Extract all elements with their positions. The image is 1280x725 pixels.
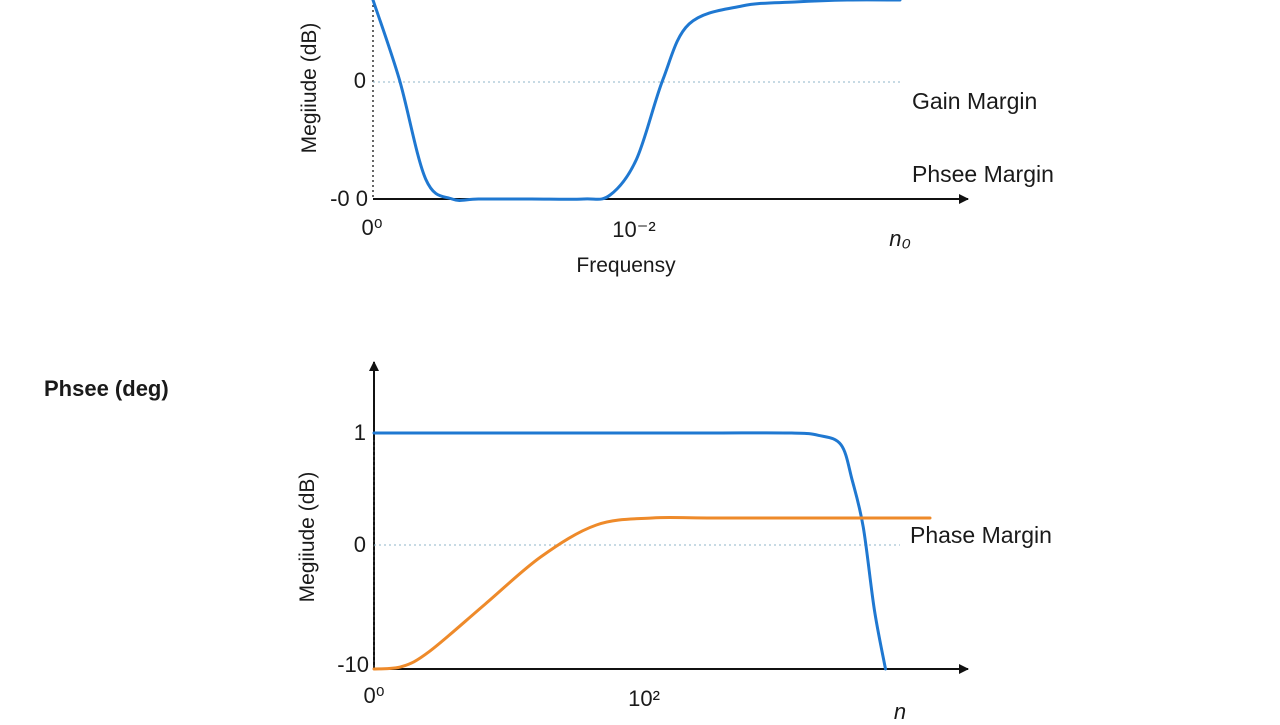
magnitude-chart: Megiiude (dB) 0 -0 0 0⁰ 10⁻² n₀ Frequens… bbox=[298, 0, 1054, 277]
bottom-x-tick-1: 10² bbox=[628, 686, 660, 711]
figure-heading: Phsee (deg) bbox=[44, 376, 169, 401]
bottom-annotation-phase-margin: Phase Margin bbox=[910, 522, 1052, 548]
top-x-axis-label: Frequensy bbox=[576, 254, 676, 277]
top-x-tick-2: n₀ bbox=[889, 226, 911, 251]
top-series-line-0 bbox=[371, 0, 902, 202]
bottom-x-tick-2: n bbox=[894, 699, 906, 720]
top-annotation-phase-margin: Phsee Margin bbox=[912, 161, 1054, 187]
bottom-series-line-0 bbox=[372, 431, 887, 671]
top-annotation-gain-margin: Gain Margin bbox=[912, 88, 1037, 114]
phase-chart: Megiiude (dB) 1 0 -10 0⁰ 10² n Phase Mar… bbox=[296, 361, 1052, 724]
bottom-series-group bbox=[372, 431, 932, 671]
bottom-y-tick-2: -10 bbox=[337, 652, 369, 677]
top-x-tick-0: 0⁰ bbox=[361, 215, 382, 240]
bottom-y-tick-1: 0 bbox=[354, 532, 366, 557]
bottom-series-line-1 bbox=[372, 515, 932, 671]
top-x-tick-1: 10⁻² bbox=[612, 217, 655, 242]
top-series-group bbox=[371, 0, 902, 202]
top-y-axis-label: Megiiude (dB) bbox=[298, 23, 321, 154]
top-y-tick-0: 0 bbox=[354, 68, 366, 93]
bottom-y-tick-0: 1 bbox=[354, 420, 366, 445]
bottom-y-axis-label: Megiiude (dB) bbox=[296, 472, 319, 603]
top-y-tick-1: -0 0 bbox=[330, 186, 368, 211]
bottom-x-tick-0: 0⁰ bbox=[363, 683, 384, 708]
